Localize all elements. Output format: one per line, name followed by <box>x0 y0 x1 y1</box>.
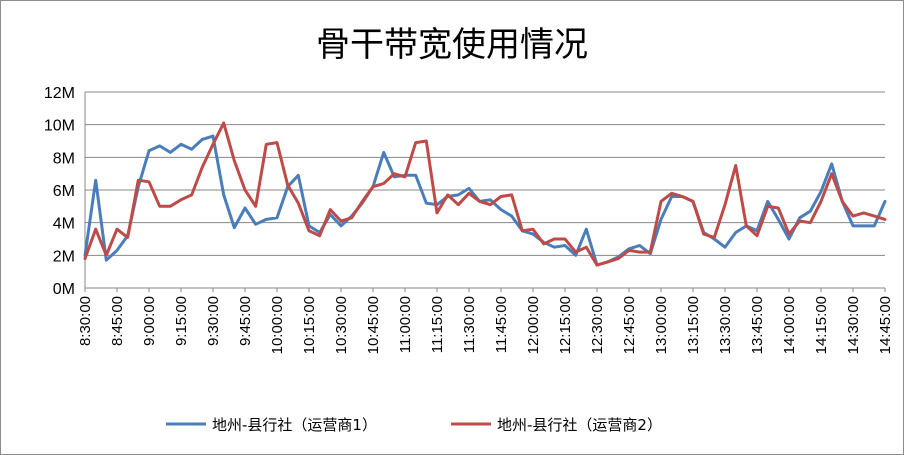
x-tick-label: 14:30:00 <box>845 296 862 354</box>
x-tick-label: 12:45:00 <box>621 296 638 354</box>
x-tick-label: 11:15:00 <box>429 296 446 353</box>
x-tick-label: 13:45:00 <box>749 296 766 354</box>
y-tick-label: 6M <box>53 183 75 200</box>
x-axis-tick-labels: 8:30:00 8:45:00 9:00:00 9:15:00 9:30:00 9:45:… <box>77 288 894 354</box>
x-tick-label: 10:45:00 <box>365 296 382 354</box>
gridlines <box>85 91 885 289</box>
series-line-1 <box>83 134 887 267</box>
x-tick-label: 13:15:00 <box>685 296 702 354</box>
chart-title: 骨干带宽使用情况 <box>316 25 588 65</box>
y-tick-label: 8M <box>53 150 75 167</box>
y-tick-label: 10M <box>44 118 75 135</box>
legend-label-1: 地州-县行社（运营商1） <box>212 416 377 434</box>
x-tick-label: 14:15:00 <box>813 296 830 354</box>
x-tick-label: 9:00:00 <box>141 296 158 346</box>
y-tick-label: 2M <box>53 248 75 265</box>
x-tick-label: 12:15:00 <box>557 296 574 354</box>
x-tick-label: 13:00:00 <box>653 296 670 354</box>
x-tick-label: 11:00:00 <box>397 296 414 353</box>
x-tick-label: 10:00:00 <box>269 296 286 354</box>
y-axis-tick-labels: 0M 2M 4M 6M 8M 10M 12M <box>44 85 75 298</box>
x-tick-label: 10:15:00 <box>301 296 318 354</box>
x-tick-label: 13:30:00 <box>717 296 734 354</box>
x-tick-label: 9:30:00 <box>205 296 222 346</box>
x-tick-label: 14:45:00 <box>877 296 894 354</box>
legend: 地州-县行社（运营商1） 地州-县行社（运营商2） <box>166 416 662 434</box>
legend-label-2: 地州-县行社（运营商2） <box>497 416 662 434</box>
y-tick-label: 12M <box>44 85 75 102</box>
x-tick-label: 14:00:00 <box>781 296 798 354</box>
x-tick-label: 12:30:00 <box>589 296 606 354</box>
x-tick-label: 9:45:00 <box>237 296 254 346</box>
x-tick-label: 11:30:00 <box>461 296 478 353</box>
series-line-2 <box>83 121 887 267</box>
x-tick-label: 8:45:00 <box>109 296 126 346</box>
x-tick-label: 10:30:00 <box>333 296 350 354</box>
series-lines <box>83 121 887 267</box>
x-tick-label: 11:45:00 <box>493 296 510 353</box>
x-tick-label: 12:00:00 <box>525 296 542 354</box>
x-tick-label: 8:30:00 <box>77 296 94 346</box>
x-tick-label: 9:15:00 <box>173 296 190 346</box>
y-tick-label: 4M <box>53 216 75 233</box>
y-tick-label: 0M <box>53 281 75 298</box>
